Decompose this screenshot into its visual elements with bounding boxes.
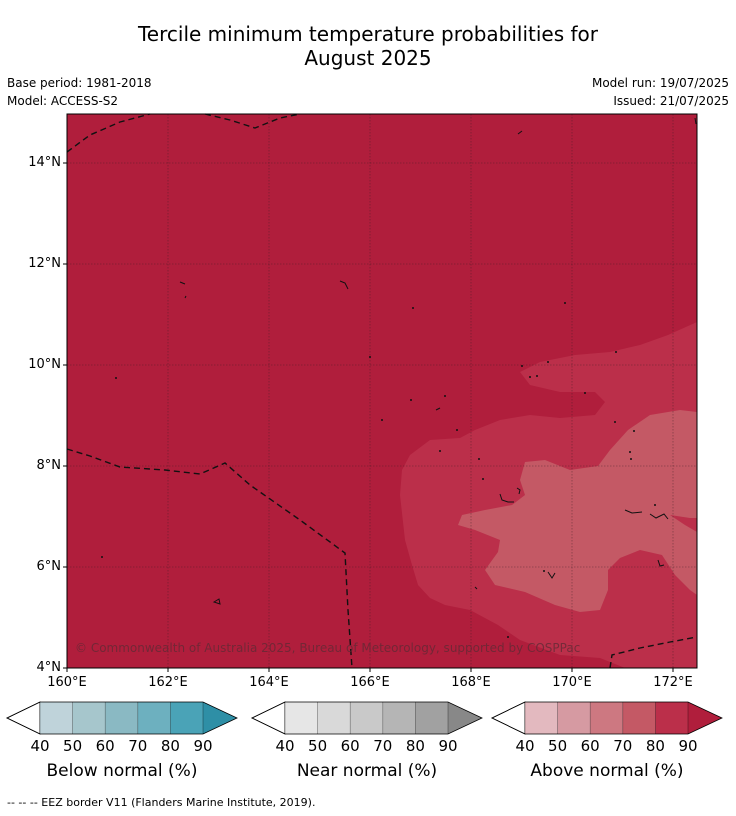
- lat-label-4n: 4°N: [36, 660, 62, 675]
- colorbar-segment: [557, 702, 591, 734]
- tick-label: 70: [128, 737, 148, 755]
- copyright-notice: © Commonwealth of Australia 2025, Bureau…: [75, 641, 581, 655]
- map-gridlines: [67, 114, 697, 668]
- lat-label-12n: 12°N: [28, 256, 61, 271]
- colorbar-extend-low: [6, 701, 41, 735]
- colorbar-above-title: Above normal (%): [530, 761, 684, 781]
- lon-label-162e: 162°E: [148, 675, 188, 690]
- tick-label: 40: [30, 737, 50, 755]
- axis-ticks: [63, 162, 674, 672]
- tick-label: 60: [340, 737, 360, 755]
- tick-label: 80: [160, 737, 180, 755]
- colorbar-below-normal: [6, 701, 238, 735]
- lon-label-164e: 164°E: [249, 675, 289, 690]
- meta-left: Base period: 1981-2018 Model: ACCESS-S2: [7, 74, 152, 110]
- eez-borders: [66, 113, 698, 669]
- tick-label: 80: [405, 737, 425, 755]
- lat-label-6n: 6°N: [36, 559, 62, 574]
- tick-label: 80: [645, 737, 665, 755]
- tick-label: 50: [63, 737, 83, 755]
- colorbar-below-title: Below normal (%): [46, 761, 198, 781]
- lon-label-170e: 170°E: [552, 675, 592, 690]
- colorbar-above-normal: [491, 701, 723, 735]
- colorbar-segment: [285, 702, 318, 734]
- tick-label: 70: [373, 737, 393, 755]
- colorbar-extend-low: [491, 701, 526, 735]
- colorbar-segment: [590, 702, 623, 734]
- atoll-outlines: [179, 117, 697, 605]
- colorbar-segment: [105, 702, 138, 734]
- colorbar-segment: [40, 702, 73, 734]
- base-period: Base period: 1981-2018: [7, 76, 152, 90]
- lat-label-14n: 14°N: [28, 155, 61, 170]
- island-dots: [101, 302, 656, 638]
- tick-label: 40: [515, 737, 535, 755]
- eez-border-legend: -- -- -- EEZ border V11 (Flanders Marine…: [7, 796, 316, 809]
- colorbar-segment: [655, 702, 688, 734]
- colorbar-near-title: Near normal (%): [296, 761, 438, 781]
- title-line-1: Tercile minimum temperature probabilitie…: [137, 22, 599, 46]
- lat-label-8n: 8°N: [36, 458, 62, 473]
- colorbar-near-normal: [251, 701, 483, 735]
- tick-label: 60: [95, 737, 115, 755]
- colorbar-segment: [382, 702, 416, 734]
- lat-label-10n: 10°N: [28, 357, 61, 372]
- colorbar-segment: [137, 702, 171, 734]
- probability-region-60: [458, 410, 697, 612]
- tick-label: 50: [308, 737, 328, 755]
- tick-label: 90: [193, 737, 213, 755]
- colorbar-segment: [317, 702, 351, 734]
- lon-label-172e: 172°E: [653, 675, 693, 690]
- colorbar-segment: [415, 702, 448, 734]
- colorbar-segment: [72, 702, 106, 734]
- tick-label: 50: [548, 737, 568, 755]
- tick-label: 70: [613, 737, 633, 755]
- lon-label-168e: 168°E: [451, 675, 491, 690]
- probability-map: [63, 113, 698, 672]
- issued-date: Issued: 21/07/2025: [613, 94, 729, 108]
- colorbar-extend-high: [688, 702, 722, 734]
- title-line-2: August 2025: [304, 46, 432, 70]
- colorbar-extend-low: [251, 701, 286, 735]
- colorbar-segment: [350, 702, 383, 734]
- model-run: Model run: 19/07/2025: [591, 76, 729, 90]
- model-name: Model: ACCESS-S2: [7, 94, 119, 108]
- tick-label: 90: [678, 737, 698, 755]
- tick-label: 60: [580, 737, 600, 755]
- tick-label: 90: [438, 737, 458, 755]
- meta-right: Model run: 19/07/2025 Issued: 21/07/2025: [592, 74, 729, 110]
- colorbar-segment: [170, 702, 203, 734]
- colorbar-extend-high: [203, 702, 237, 734]
- map-title: Tercile minimum temperature probabilitie…: [0, 22, 736, 70]
- colorbar-extend-high: [448, 702, 482, 734]
- lon-label-166e: 166°E: [350, 675, 390, 690]
- lon-label-160e: 160°E: [47, 675, 87, 690]
- colorbar-segment: [525, 702, 558, 734]
- colorbar-segment: [622, 702, 656, 734]
- map-frame: [66, 113, 698, 669]
- tick-label: 40: [275, 737, 295, 755]
